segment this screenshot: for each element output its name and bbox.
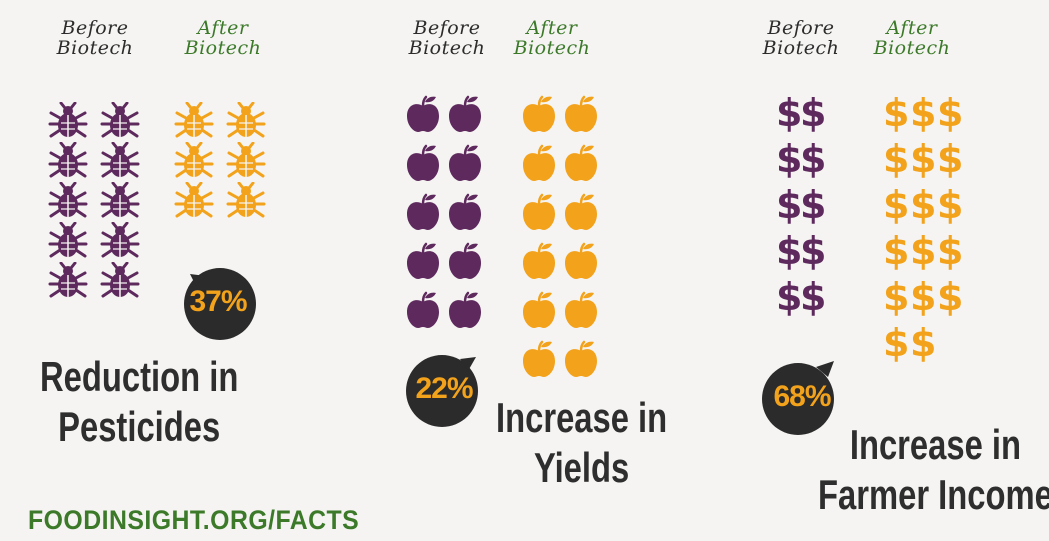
speech-bubble-shape xyxy=(406,355,478,427)
dollar-icon: $ xyxy=(800,275,827,319)
bug-icon xyxy=(100,182,140,218)
apple-icon xyxy=(523,95,555,132)
dollar-icon: $ xyxy=(937,91,964,135)
panel-2-before-header: Before Biotech xyxy=(408,17,486,59)
apple-icon xyxy=(565,340,597,377)
panel-1-before-header: Before Biotech xyxy=(56,17,134,59)
bug-icon xyxy=(48,182,88,218)
panel-1-before-icons xyxy=(48,102,140,302)
dollar-icon: $ xyxy=(910,183,937,227)
dollar-icon: $ xyxy=(910,91,937,135)
panel-3-after-icons: $ $ $ $ $ $ $ $ $ $ $ $ $ $ $ $ $ xyxy=(883,91,964,365)
panel-1-after-icons xyxy=(174,102,266,222)
dollar-icon: $ xyxy=(800,91,827,135)
apple-icon xyxy=(407,242,439,279)
apple-icon xyxy=(449,144,481,181)
dollar-icon: $ xyxy=(937,275,964,319)
panel-2-percent-bubble: 22% xyxy=(402,347,486,431)
apple-icon xyxy=(407,193,439,230)
dollar-icon: $ xyxy=(910,321,937,365)
bug-icon xyxy=(226,142,266,178)
apple-icon xyxy=(449,291,481,328)
apple-icon xyxy=(565,144,597,181)
panel-3-caption: Increase in Farmer Income xyxy=(818,421,1049,518)
bug-icon xyxy=(48,142,88,178)
bug-icon xyxy=(48,222,88,258)
dollar-icon: $ xyxy=(776,275,803,319)
apple-icon xyxy=(565,193,597,230)
apple-icon xyxy=(407,144,439,181)
dollar-icon: $ xyxy=(883,183,910,227)
panel-3-percent-bubble: 68% xyxy=(760,355,844,439)
dollar-icon: $ xyxy=(883,91,910,135)
panel-3-after-header: After Biotech xyxy=(873,17,951,59)
bug-icon xyxy=(48,262,88,298)
bug-icon xyxy=(100,102,140,138)
bug-icon xyxy=(174,182,214,218)
apple-icon xyxy=(523,291,555,328)
dollar-icon: $ xyxy=(883,321,910,365)
dollar-icon: $ xyxy=(800,183,827,227)
apple-icon xyxy=(449,95,481,132)
bug-icon xyxy=(48,102,88,138)
panel-2-percent: 22% xyxy=(415,372,473,405)
dollar-icon: $ xyxy=(776,229,803,273)
panel-3-percent: 68% xyxy=(773,380,831,413)
dollar-icon: $ xyxy=(883,137,910,181)
apple-icon xyxy=(523,242,555,279)
panel-2-after-icons xyxy=(519,94,601,379)
panel-1-percent: 37% xyxy=(189,285,247,318)
panel-1-percent-bubble: 37% xyxy=(176,260,260,344)
bug-icon xyxy=(100,222,140,258)
panel-3-before-header: Before Biotech xyxy=(762,17,840,59)
dollar-icon: $ xyxy=(937,229,964,273)
speech-bubble-shape xyxy=(762,361,834,435)
apple-icon xyxy=(523,340,555,377)
apple-icon xyxy=(449,193,481,230)
apple-icon xyxy=(565,242,597,279)
panel-2-after-header: After Biotech xyxy=(513,17,591,59)
apple-icon xyxy=(449,242,481,279)
dollar-icon: $ xyxy=(910,275,937,319)
apple-icon xyxy=(407,291,439,328)
bug-icon xyxy=(226,182,266,218)
panel-1-after-header: After Biotech xyxy=(184,17,262,59)
apple-icon xyxy=(565,95,597,132)
dollar-icon: $ xyxy=(883,275,910,319)
apple-icon xyxy=(565,291,597,328)
dollar-icon: $ xyxy=(883,229,910,273)
apple-icon xyxy=(407,95,439,132)
source-footer: FOODINSIGHT.ORG/FACTS xyxy=(28,505,360,535)
dollar-icon: $ xyxy=(910,229,937,273)
dollar-icon: $ xyxy=(776,91,803,135)
panel-2-before-icons xyxy=(403,94,485,330)
bug-icon xyxy=(174,102,214,138)
dollar-icon: $ xyxy=(776,137,803,181)
panel-2-caption: Increase in Yields xyxy=(496,394,668,491)
bug-icon xyxy=(100,262,140,298)
apple-icon xyxy=(523,193,555,230)
dollar-icon: $ xyxy=(937,137,964,181)
bug-icon xyxy=(100,142,140,178)
panel-3-before-icons: $ $ $ $ $ $ $ $ $ $ xyxy=(776,91,827,319)
dollar-icon: $ xyxy=(800,137,827,181)
dollar-icon: $ xyxy=(800,229,827,273)
dollar-icon: $ xyxy=(937,183,964,227)
bug-icon xyxy=(174,142,214,178)
dollar-icon: $ xyxy=(910,137,937,181)
panel-1-caption: Reduction in Pesticides xyxy=(40,353,239,450)
speech-bubble-shape xyxy=(184,268,256,340)
apple-icon xyxy=(523,144,555,181)
bug-icon xyxy=(226,102,266,138)
dollar-icon: $ xyxy=(776,183,803,227)
